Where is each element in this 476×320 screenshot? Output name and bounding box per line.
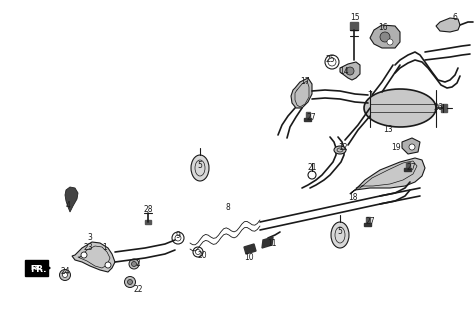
Polygon shape xyxy=(349,22,357,30)
Text: 1: 1 xyxy=(102,244,107,252)
Circle shape xyxy=(379,32,389,42)
Polygon shape xyxy=(25,260,48,276)
Text: 5: 5 xyxy=(197,161,202,170)
Text: 11: 11 xyxy=(267,238,276,247)
Text: 2: 2 xyxy=(135,259,140,268)
Text: 18: 18 xyxy=(347,193,357,202)
Text: 19: 19 xyxy=(390,143,400,153)
Text: 12: 12 xyxy=(337,143,347,153)
Circle shape xyxy=(131,261,136,267)
Polygon shape xyxy=(244,244,256,254)
Circle shape xyxy=(129,259,139,269)
Text: 16: 16 xyxy=(377,23,387,33)
Polygon shape xyxy=(363,89,435,127)
Text: FR.: FR. xyxy=(30,265,46,274)
Text: 13: 13 xyxy=(382,125,392,134)
Text: 27: 27 xyxy=(306,114,315,123)
Text: 15: 15 xyxy=(349,13,359,22)
Text: 23: 23 xyxy=(83,244,93,252)
Text: 10: 10 xyxy=(244,253,253,262)
Text: 21: 21 xyxy=(307,164,316,172)
Text: 5: 5 xyxy=(337,228,342,236)
Text: 8: 8 xyxy=(225,204,230,212)
Text: 3: 3 xyxy=(88,233,92,242)
Polygon shape xyxy=(369,25,399,48)
Text: 7: 7 xyxy=(367,91,372,100)
Ellipse shape xyxy=(330,222,348,248)
Polygon shape xyxy=(261,237,272,248)
Polygon shape xyxy=(290,78,311,108)
Text: 27: 27 xyxy=(365,218,374,227)
Polygon shape xyxy=(440,104,446,112)
Polygon shape xyxy=(72,242,115,272)
Polygon shape xyxy=(145,220,151,224)
Text: 27: 27 xyxy=(406,164,415,172)
Polygon shape xyxy=(339,62,359,80)
Text: 17: 17 xyxy=(299,77,309,86)
Polygon shape xyxy=(365,217,369,223)
Circle shape xyxy=(62,273,68,277)
Polygon shape xyxy=(304,118,311,121)
Text: 9: 9 xyxy=(175,230,180,239)
Text: 28: 28 xyxy=(143,205,152,214)
Polygon shape xyxy=(405,162,409,168)
Circle shape xyxy=(124,276,135,287)
Circle shape xyxy=(81,252,87,258)
Circle shape xyxy=(386,39,392,45)
Polygon shape xyxy=(401,138,419,154)
Circle shape xyxy=(105,262,111,268)
Text: 6: 6 xyxy=(452,13,456,22)
Circle shape xyxy=(408,144,414,150)
Text: 14: 14 xyxy=(338,68,348,76)
Text: 20: 20 xyxy=(197,251,207,260)
Polygon shape xyxy=(349,158,424,194)
Text: 25: 25 xyxy=(325,55,334,65)
Circle shape xyxy=(60,269,70,281)
Text: 26: 26 xyxy=(432,103,442,113)
Polygon shape xyxy=(364,223,371,226)
Text: 24: 24 xyxy=(60,268,69,276)
Text: FR.: FR. xyxy=(30,265,43,271)
Text: 22: 22 xyxy=(133,284,142,293)
Polygon shape xyxy=(435,18,459,32)
Polygon shape xyxy=(65,187,78,212)
Polygon shape xyxy=(306,112,309,118)
Text: 4: 4 xyxy=(65,201,70,210)
Circle shape xyxy=(345,67,353,75)
Circle shape xyxy=(127,279,132,284)
Ellipse shape xyxy=(333,146,345,154)
Polygon shape xyxy=(404,168,411,171)
Ellipse shape xyxy=(190,155,208,181)
